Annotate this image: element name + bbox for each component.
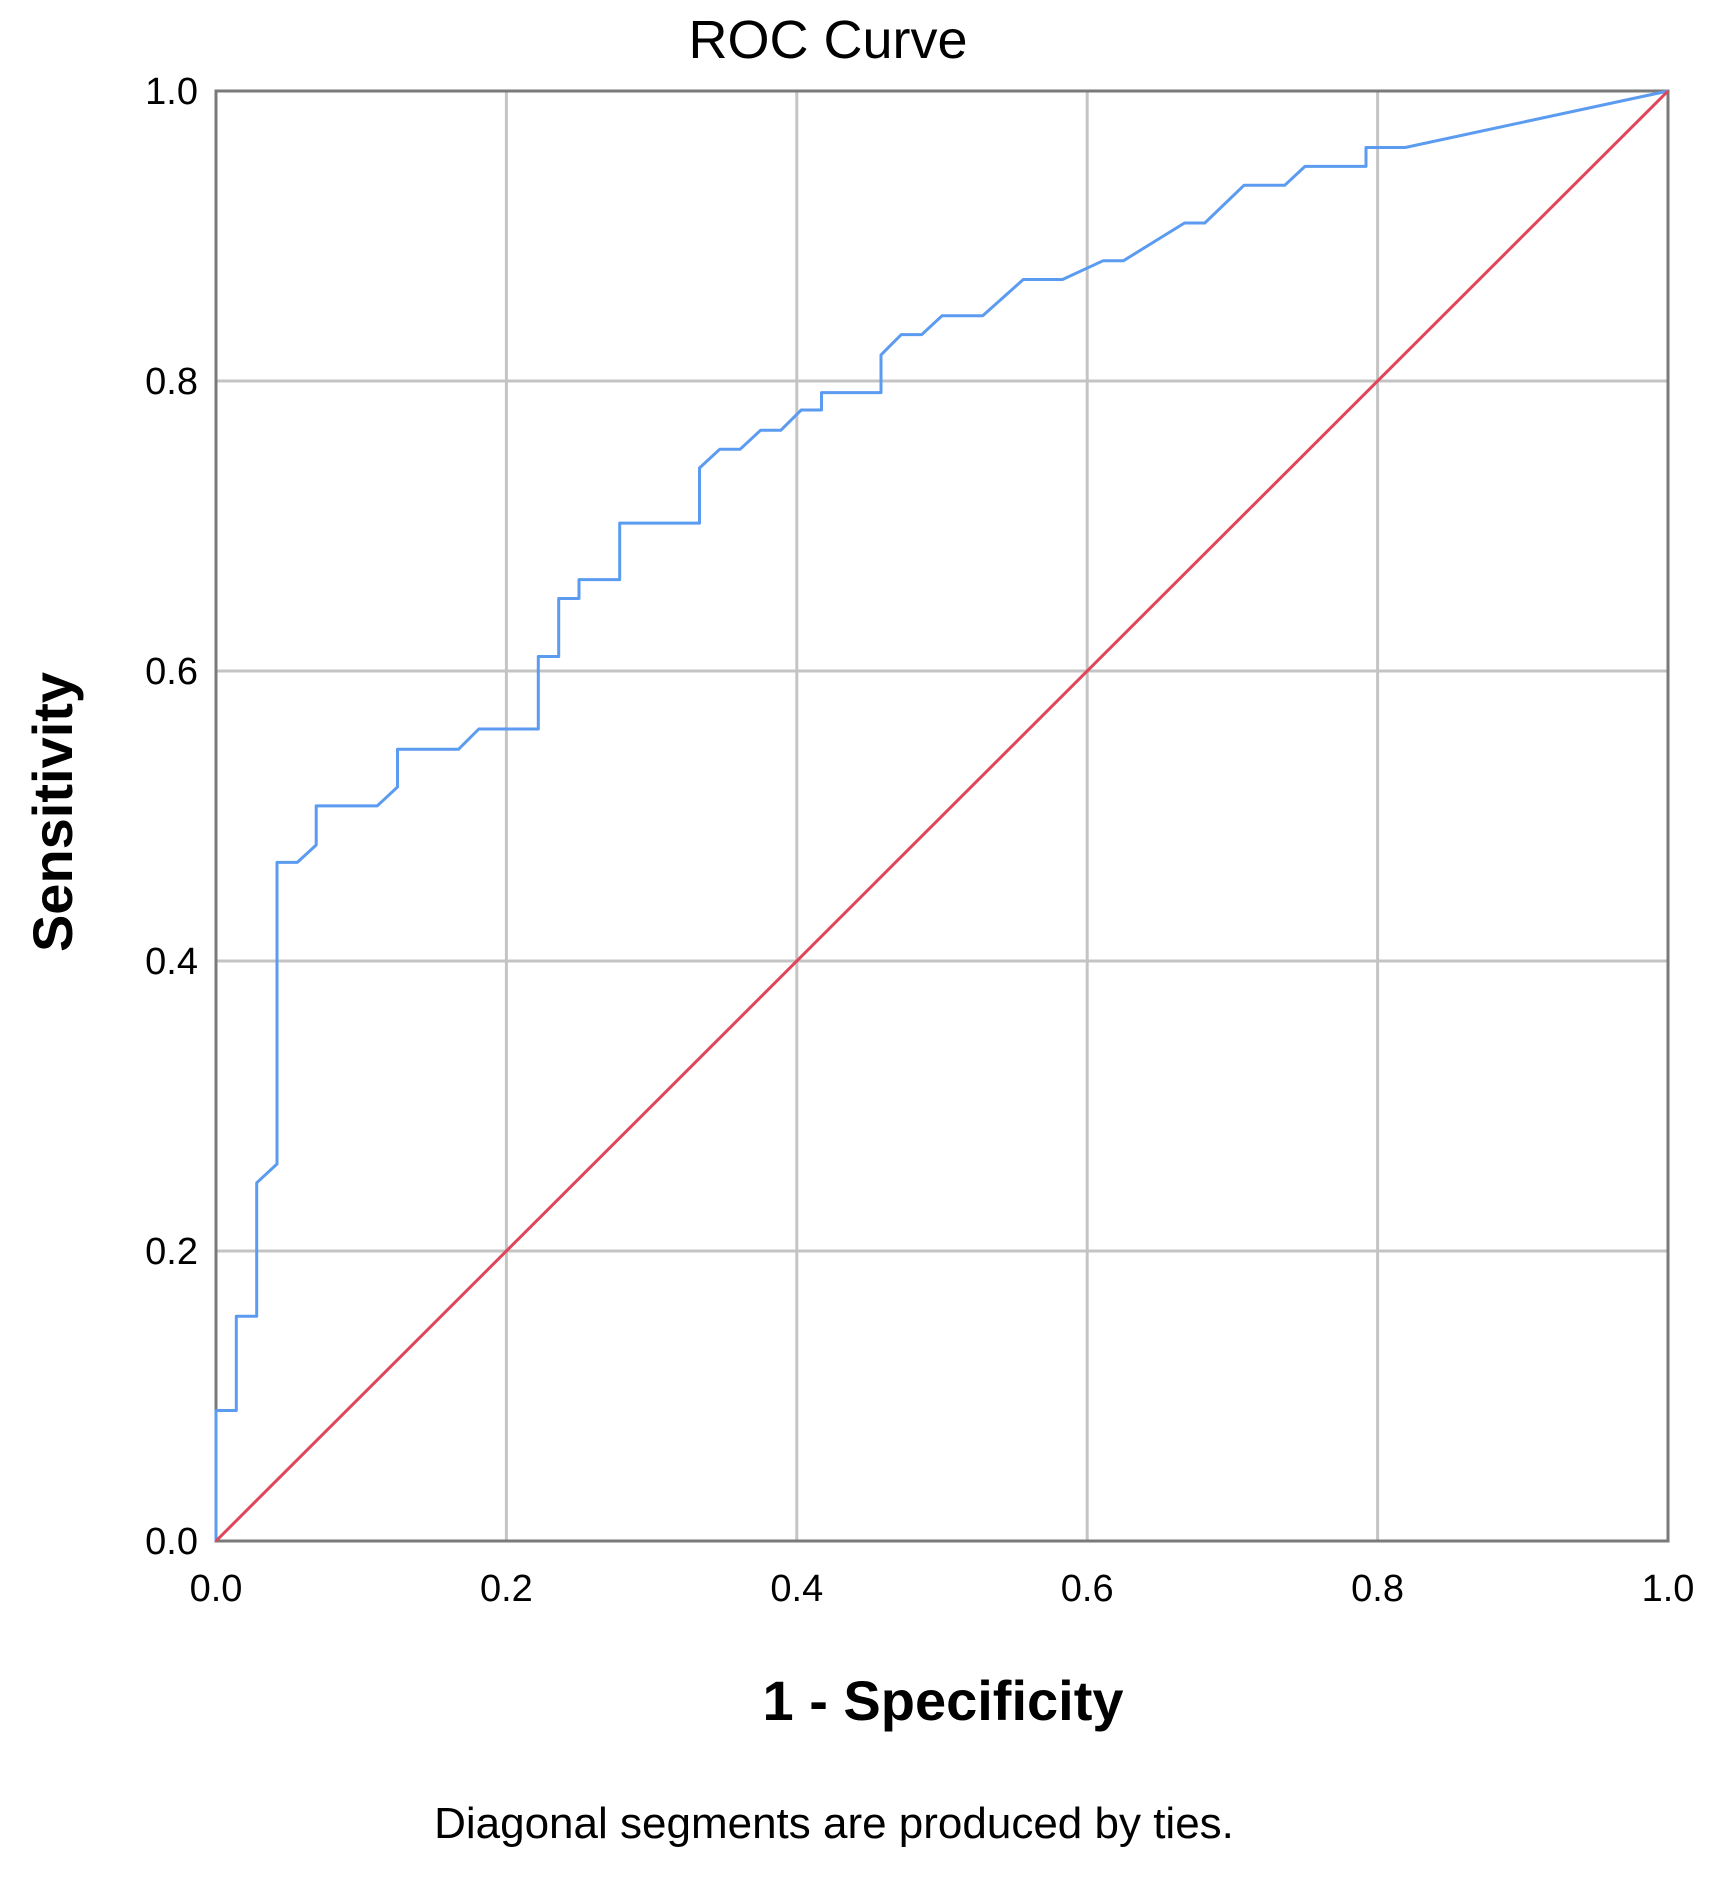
x-tick-label: 0.6 xyxy=(1061,1568,1114,1610)
y-tick-label: 0.6 xyxy=(145,651,198,693)
plot-area-frame xyxy=(214,89,1670,1543)
series-layer xyxy=(214,89,1670,1543)
y-tick-label: 0.2 xyxy=(145,1231,198,1273)
x-tick-label: 0.4 xyxy=(770,1568,823,1610)
y-tick-label: 0.0 xyxy=(145,1521,198,1563)
y-axis-ticks: 0.0 0.2 0.4 0.6 0.8 1.0 xyxy=(145,71,198,1563)
x-tick-label: 0.0 xyxy=(190,1568,243,1610)
chart-title: ROC Curve xyxy=(688,10,967,70)
chart-footnote: Diagonal segments are produced by ties. xyxy=(434,1799,1234,1848)
roc-curve-line xyxy=(214,89,1669,1541)
y-axis-title: Sensitivity xyxy=(21,672,84,952)
x-tick-label: 0.8 xyxy=(1351,1568,1404,1610)
y-tick-label: 0.4 xyxy=(145,941,198,983)
x-tick-label: 0.2 xyxy=(480,1568,533,1610)
y-tick-label: 0.8 xyxy=(145,361,198,403)
x-axis-ticks: 0.0 0.2 0.4 0.6 0.8 1.0 xyxy=(190,1568,1695,1610)
x-tick-label: 1.0 xyxy=(1642,1568,1695,1610)
x-axis-title: 1 - Specificity xyxy=(762,1669,1123,1732)
reference-diagonal-line xyxy=(214,89,1670,1543)
y-tick-label: 1.0 xyxy=(145,71,198,113)
